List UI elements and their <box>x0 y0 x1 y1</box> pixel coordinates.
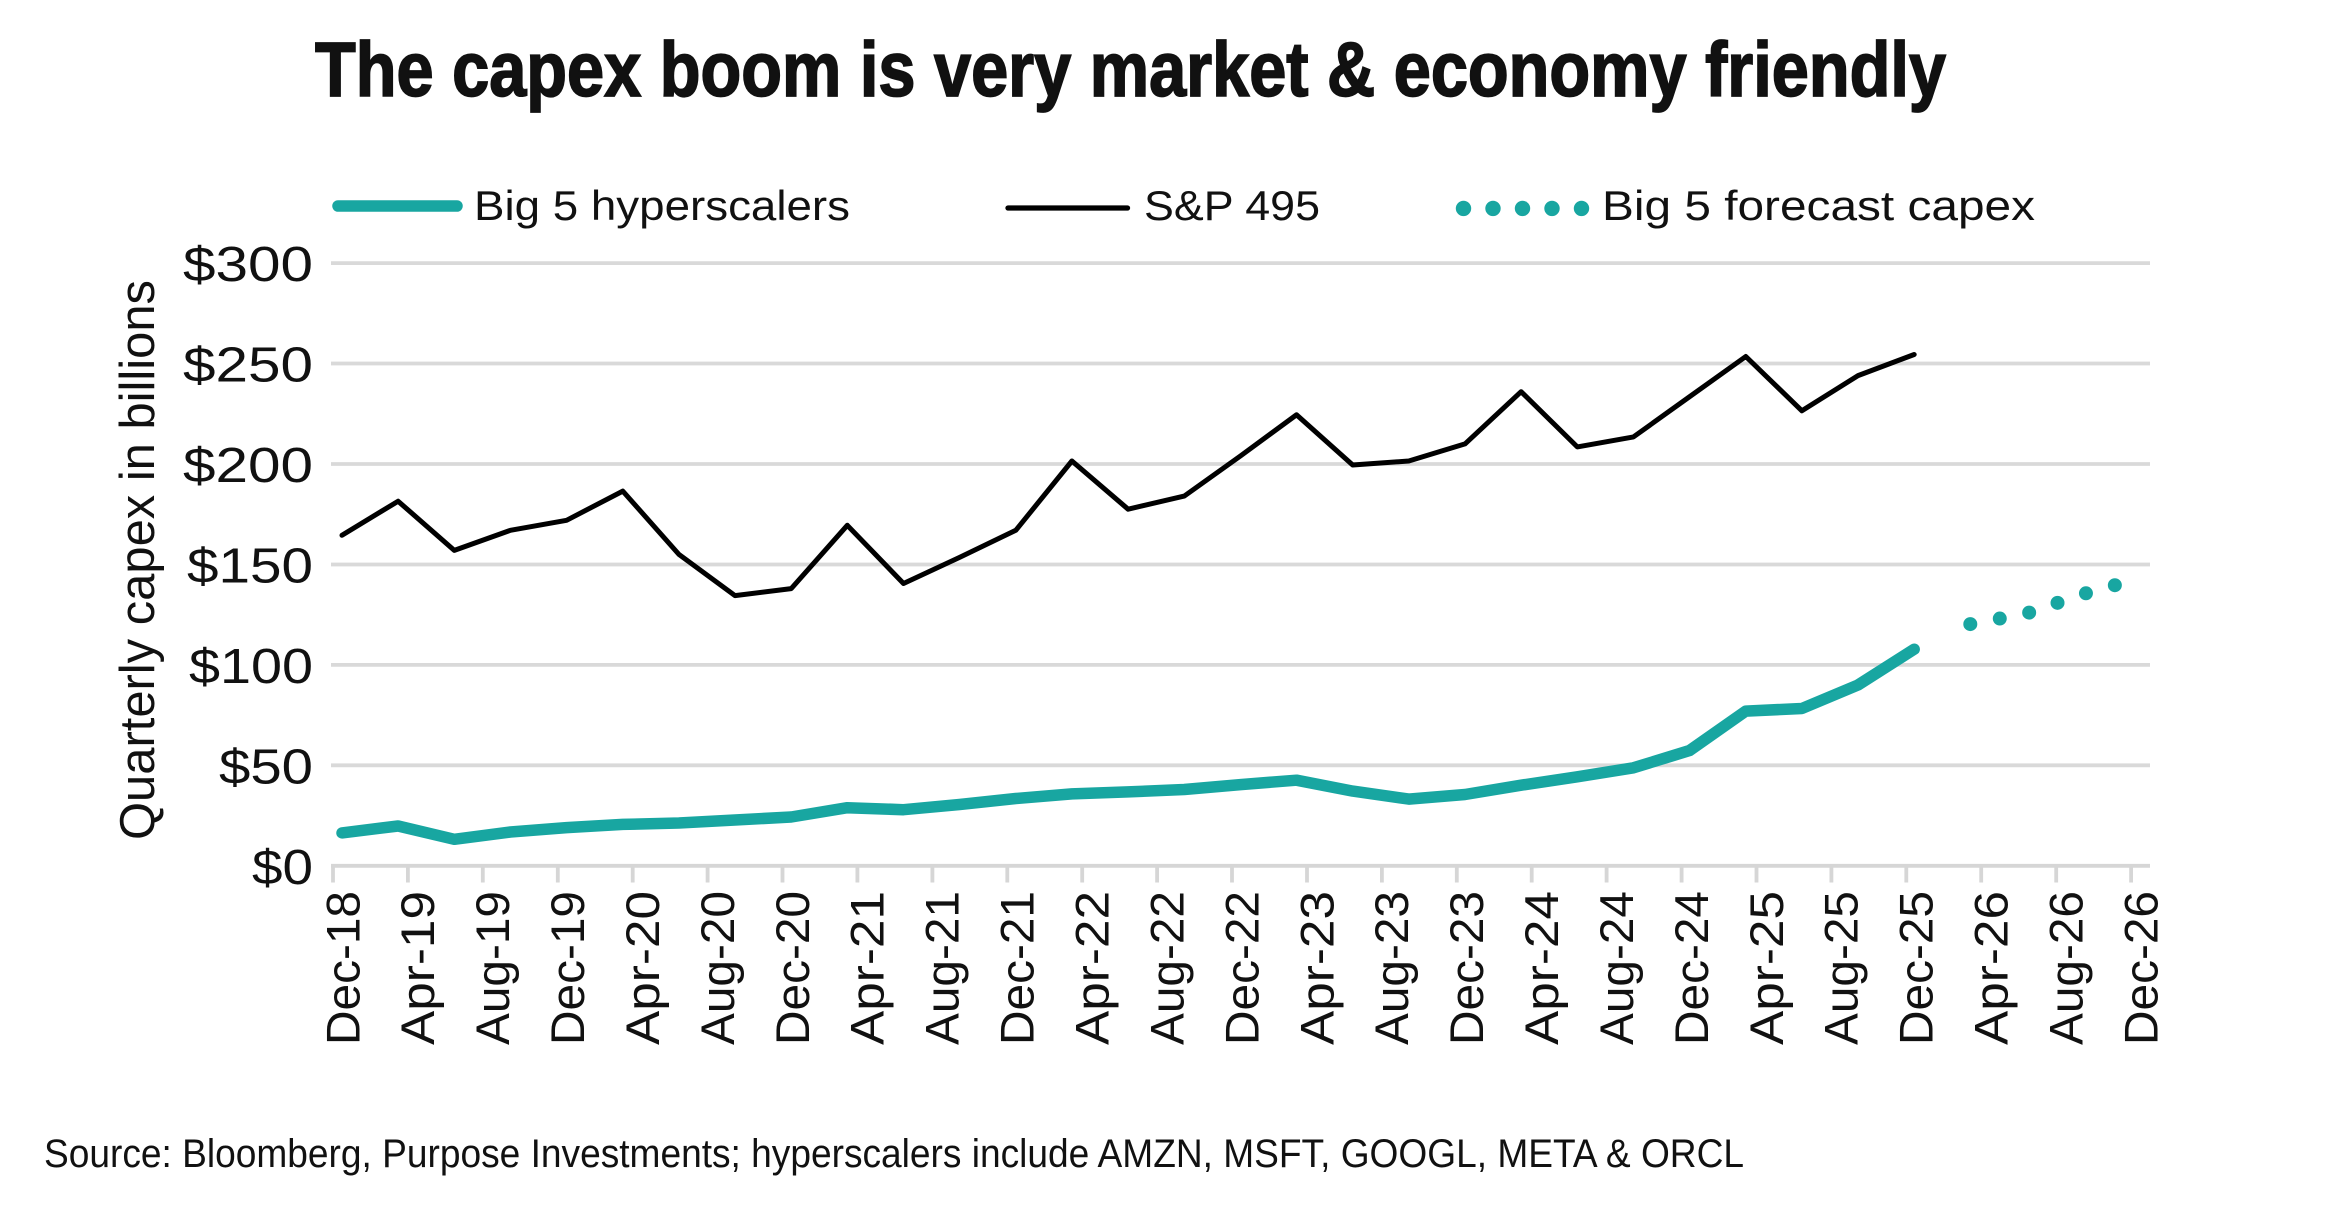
svg-text:Big 5 hyperscalers: Big 5 hyperscalers <box>474 182 850 229</box>
svg-text:Aug-21: Aug-21 <box>916 891 969 1045</box>
svg-text:Apr-25: Apr-25 <box>1740 891 1793 1045</box>
svg-text:Apr-21: Apr-21 <box>841 891 894 1045</box>
svg-text:Dec-22: Dec-22 <box>1215 891 1268 1045</box>
svg-text:$150: $150 <box>187 540 313 594</box>
svg-text:Dec-20: Dec-20 <box>766 891 819 1045</box>
svg-text:S&P 495: S&P 495 <box>1144 182 1320 229</box>
svg-text:Dec-24: Dec-24 <box>1665 891 1718 1045</box>
svg-text:$0: $0 <box>252 841 313 895</box>
svg-text:Apr-23: Apr-23 <box>1290 891 1343 1045</box>
svg-text:Aug-20: Aug-20 <box>691 891 744 1045</box>
svg-text:$250: $250 <box>183 339 313 393</box>
svg-text:Dec-21: Dec-21 <box>991 891 1044 1045</box>
svg-text:Dec-18: Dec-18 <box>316 891 369 1045</box>
svg-text:$300: $300 <box>183 238 313 292</box>
svg-text:Dec-25: Dec-25 <box>1890 891 1943 1045</box>
svg-text:$100: $100 <box>189 640 313 694</box>
svg-text:Apr-19: Apr-19 <box>391 891 444 1045</box>
svg-text:Apr-26: Apr-26 <box>1965 891 2018 1045</box>
svg-text:Aug-26: Aug-26 <box>2040 891 2093 1045</box>
svg-text:$200: $200 <box>183 439 313 493</box>
svg-text:Dec-19: Dec-19 <box>541 891 594 1045</box>
svg-text:Aug-19: Aug-19 <box>466 891 519 1045</box>
svg-text:Aug-23: Aug-23 <box>1365 891 1418 1045</box>
svg-text:Dec-23: Dec-23 <box>1440 891 1493 1045</box>
svg-text:Aug-22: Aug-22 <box>1140 891 1193 1045</box>
svg-text:The capex boom is very market: The capex boom is very market & economy … <box>315 27 1946 113</box>
svg-text:Apr-20: Apr-20 <box>616 891 669 1045</box>
svg-text:Apr-22: Apr-22 <box>1066 891 1119 1045</box>
svg-text:Source: Bloomberg, Purpose Inv: Source: Bloomberg, Purpose Investments; … <box>44 1132 1744 1176</box>
svg-text:Quarterly capex in billions: Quarterly capex in billions <box>111 280 165 840</box>
svg-text:Aug-25: Aug-25 <box>1815 891 1868 1045</box>
svg-text:$50: $50 <box>219 740 313 794</box>
svg-text:Aug-24: Aug-24 <box>1590 891 1643 1045</box>
svg-text:Dec-26: Dec-26 <box>2114 891 2167 1045</box>
svg-text:Apr-24: Apr-24 <box>1515 891 1568 1045</box>
svg-text:Big 5 forecast capex: Big 5 forecast capex <box>1602 182 2035 229</box>
